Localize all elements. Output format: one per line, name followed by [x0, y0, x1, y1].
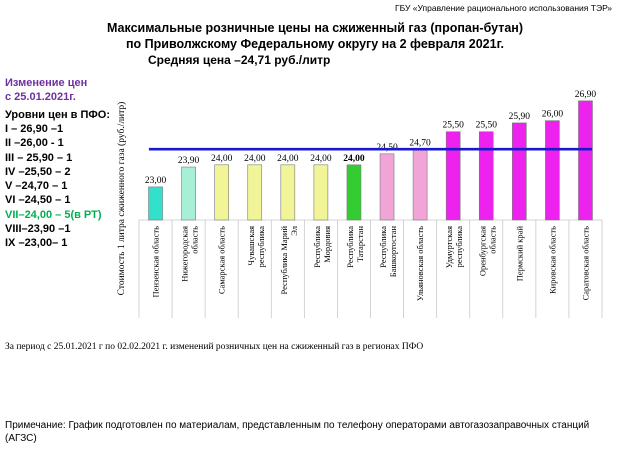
bar: [313, 164, 329, 221]
x-tick-label: Удмуртскаяреспублика: [444, 226, 464, 268]
bar-value-label: 25,50: [442, 121, 464, 131]
bar: [445, 131, 461, 221]
bar-value-label: 24,00: [211, 154, 233, 164]
x-tick-label-line: Самарская область: [217, 226, 227, 294]
change-label-line1: Изменение цен: [5, 77, 88, 89]
bar: [578, 100, 593, 221]
x-tick-label-line: Татарстан: [355, 226, 365, 263]
y-axis-title: Стоимость 1 литра сжиженного газа (руб./…: [116, 102, 127, 296]
price-levels-panel: Изменение цен с 25.01.2021г. Уровни цен …: [5, 76, 117, 251]
x-tick-label: Самарская область: [217, 226, 227, 294]
levels-header: Уровни цен в ПФО:: [5, 109, 110, 121]
x-tick-label-line: Удмуртская: [444, 226, 454, 268]
x-tick-label-line: Республика: [312, 226, 322, 268]
x-tick-label: Саратовская область: [580, 226, 590, 301]
x-tick-label-line: Саратовская область: [580, 226, 590, 301]
bar-value-label: 25,50: [476, 121, 498, 131]
bar-value-label: 23,90: [178, 156, 200, 166]
bar-value-label: 24,70: [409, 138, 431, 148]
price-level-item: VIII–23,90 –1: [5, 223, 71, 236]
x-tick-label: Пермский край: [514, 226, 524, 282]
price-level-item: V –24,70 – 1: [5, 180, 68, 193]
x-tick-label-line: Республика: [345, 226, 355, 268]
price-level-item: III – 25,90 – 1: [5, 151, 73, 164]
x-tick-label: Чувашскаяреспублика: [246, 226, 266, 268]
x-tick-label: Пензенская область: [151, 226, 161, 298]
x-tick-label-line: Ульяновская область: [415, 226, 425, 301]
organization-label: ГБУ «Управление рационального использова…: [395, 3, 612, 13]
x-tick-label-line: Башкортостан: [388, 226, 398, 278]
x-tick-label-line: область: [487, 226, 497, 254]
chart-title-line2: по Приволжскому Федеральному округу на 2…: [126, 37, 504, 51]
bar: [512, 122, 527, 221]
bar-value-label: 24,00: [277, 154, 299, 164]
x-tick-label-line: Кировская область: [547, 226, 557, 294]
bar-value-label: 26,00: [542, 110, 564, 120]
price-level-item: IX –23,00– 1: [5, 237, 68, 250]
bar: [181, 166, 196, 221]
x-tick-label-line: Оренбургская: [477, 226, 487, 276]
period-note: За период с 25.01.2021 г по 02.02.2021 г…: [5, 342, 424, 352]
footer-note: Примечание: График подготовлен по матери…: [5, 420, 590, 444]
bar-value-label: 24,50: [376, 143, 398, 153]
price-level-item: IV –25,50 – 2: [5, 165, 71, 178]
bar-value-label: 26,90: [575, 90, 597, 100]
bar: [545, 120, 560, 221]
chart-title: Максимальные розничные цены на сжиженный…: [100, 20, 530, 52]
x-tick-label: РеспубликаБашкортостан: [378, 226, 398, 278]
x-tick-label: РеспубликаМордовия: [312, 226, 332, 268]
change-label-line2: с 25.01.2021г.: [5, 91, 76, 103]
bar-value-label: 25,90: [509, 112, 531, 122]
x-tick-label: Республика МарийЭл: [279, 225, 299, 294]
x-tick-label-line: Чувашская: [246, 226, 256, 266]
x-tick-label: Нижегородскаяобласть: [180, 226, 200, 282]
bar-value-label: 23,00: [145, 176, 167, 186]
bar: [346, 164, 362, 221]
bar: [280, 164, 296, 221]
price-level-item: I – 26,90 –1: [5, 123, 64, 135]
x-tick-label-line: республика: [256, 226, 266, 268]
x-tick-label-line: Нижегородская: [180, 226, 190, 282]
bar-value-label: 24,00: [244, 154, 266, 164]
bar-value-label: 24,00: [343, 154, 365, 164]
bar: [214, 164, 229, 221]
price-level-item: II –26,00 - 1: [5, 137, 64, 150]
x-tick-label-line: Мордовия: [322, 226, 332, 263]
x-tick-label-line: Республика Марий: [279, 226, 289, 295]
bar-value-label: 24,00: [310, 154, 332, 164]
x-tick-label-line: Пермский край: [514, 226, 524, 282]
bar: [379, 153, 395, 221]
x-tick-label: Кировская область: [547, 226, 557, 294]
x-tick-label: Оренбургскаяобласть: [477, 226, 497, 276]
price-level-item: VII–24,00 – 5(в РТ): [5, 208, 102, 221]
x-tick-label: РеспубликаТатарстан: [345, 226, 365, 268]
x-tick-label-line: Пензенская область: [151, 226, 161, 298]
bar-chart: Стоимость 1 литра сжиженного газа (руб./…: [116, 90, 603, 318]
bar: [478, 131, 494, 221]
x-tick-label-line: республика: [454, 226, 464, 268]
x-tick-label-line: Республика: [378, 226, 388, 268]
bar: [148, 186, 163, 221]
price-level-item: VI –24,50 – 1: [5, 194, 71, 207]
x-tick-label: Ульяновская область: [415, 226, 425, 301]
levels-list: I – 26,90 –1 II –26,00 - 1 III – 25,90 – 1…: [5, 122, 117, 251]
bar: [412, 149, 428, 221]
average-price-label: Средняя цена –24,71 руб./литр: [148, 53, 331, 67]
chart-title-line1: Максимальные розничные цены на сжиженный…: [106, 21, 524, 35]
x-tick-label-line: Эл: [289, 225, 299, 235]
bar: [247, 164, 263, 221]
x-tick-label-line: область: [190, 226, 200, 254]
